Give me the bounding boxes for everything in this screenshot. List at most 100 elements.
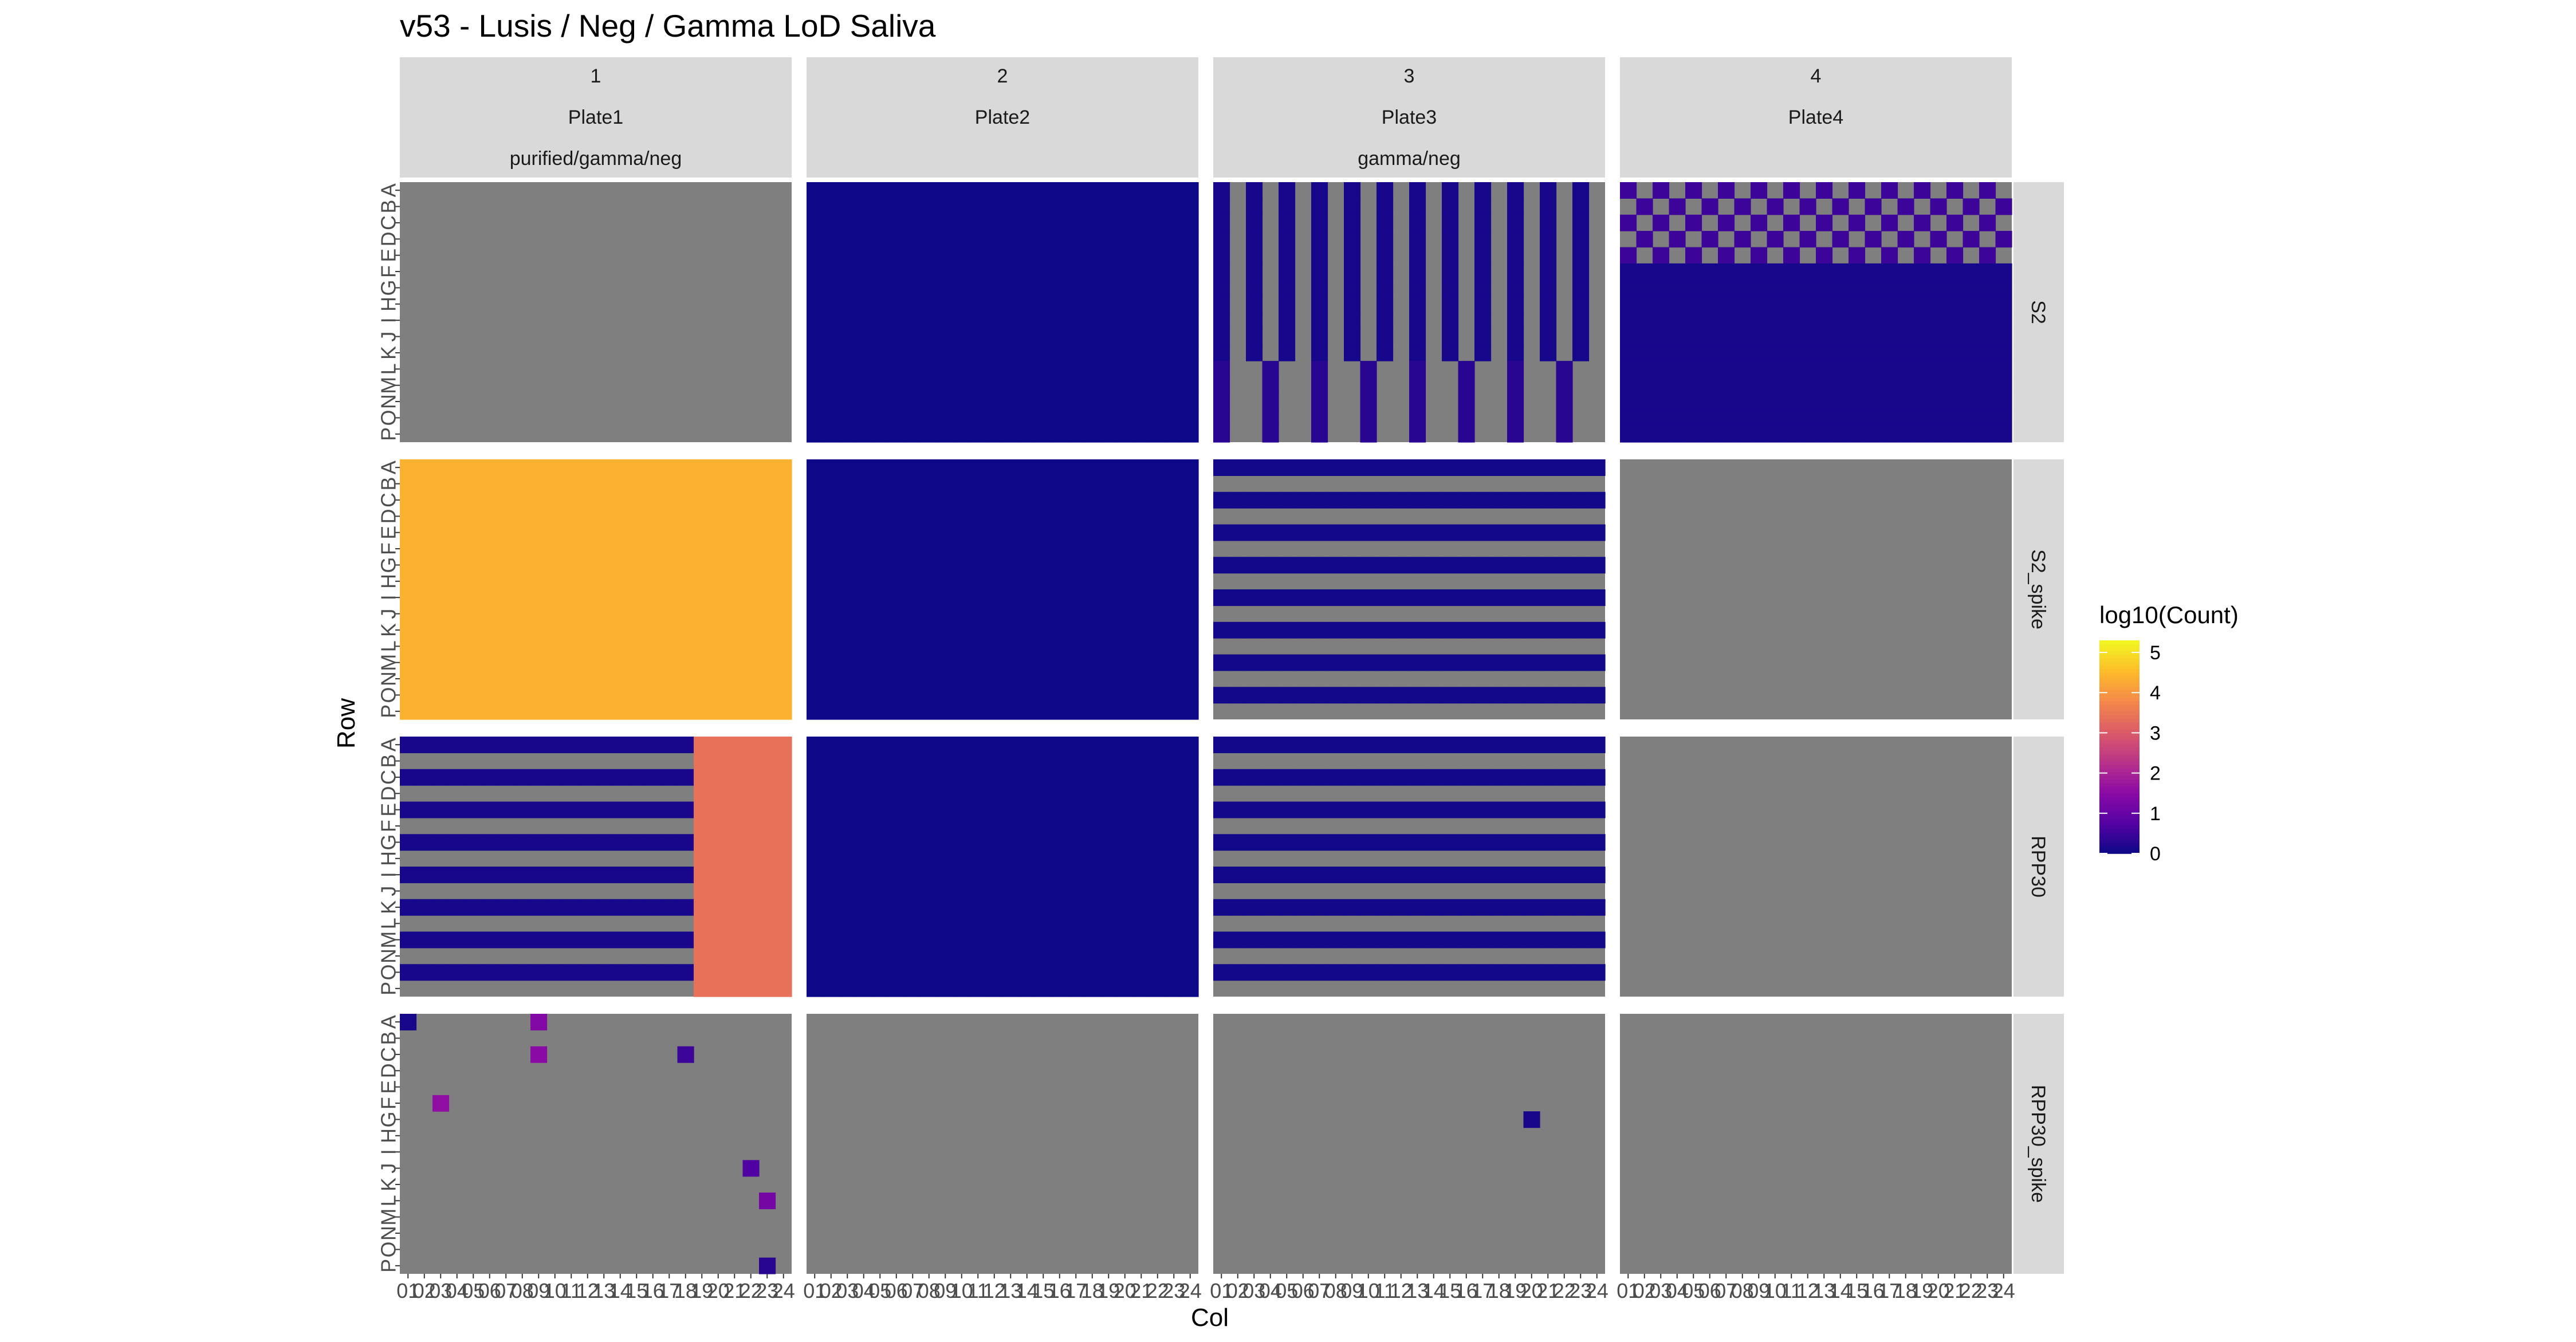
heatmap-cell xyxy=(855,980,872,997)
heatmap-cell xyxy=(1051,687,1068,704)
heatmap-cell xyxy=(986,410,1003,427)
heatmap-cell xyxy=(1213,296,1230,313)
heatmap-cell xyxy=(432,670,450,687)
heatmap-cell xyxy=(1588,964,1606,981)
heatmap-cell xyxy=(530,899,548,916)
x-tick-label: 03 xyxy=(429,1279,452,1302)
legend-colorbar-segment xyxy=(2099,733,2140,737)
heatmap-cell xyxy=(1051,834,1068,851)
heatmap-cell xyxy=(1377,214,1394,231)
heatmap-cell xyxy=(888,263,905,280)
heatmap-cell xyxy=(986,899,1003,916)
heatmap-cell xyxy=(1149,491,1166,509)
heatmap-cell xyxy=(1393,801,1410,818)
heatmap-cell xyxy=(546,670,564,687)
x-tick-label: 11 xyxy=(968,1279,989,1302)
heatmap-cell xyxy=(1133,361,1150,378)
heatmap-cell xyxy=(661,654,678,671)
heatmap-cell xyxy=(432,589,450,606)
heatmap-cell xyxy=(970,573,987,590)
heatmap-cell xyxy=(1100,410,1118,427)
heatmap-cell xyxy=(921,947,938,965)
heatmap-cell xyxy=(498,703,515,720)
heatmap-cell xyxy=(1946,312,1964,329)
heatmap-cell xyxy=(1018,263,1036,280)
heatmap-cell xyxy=(1100,231,1118,248)
heatmap-cell xyxy=(759,573,776,590)
heatmap-cell xyxy=(596,475,613,493)
legend-colorbar-segment xyxy=(2099,828,2140,833)
heatmap-cell xyxy=(742,605,760,623)
heatmap-cell xyxy=(1279,769,1296,786)
heatmap-cell xyxy=(855,769,872,786)
heatmap-cell xyxy=(449,573,466,590)
legend-colorbar-segment xyxy=(2099,778,2140,783)
heatmap-cell xyxy=(1018,947,1036,965)
heatmap-cell xyxy=(432,508,450,525)
heatmap-cell xyxy=(1133,475,1150,493)
facet-strip-label: S2_spike xyxy=(2027,549,2049,629)
heatmap-cell xyxy=(1946,247,1964,264)
heatmap-cell xyxy=(465,573,482,590)
heatmap-cell xyxy=(1572,312,1590,329)
heatmap-cell xyxy=(1572,328,1590,345)
heatmap-cell xyxy=(1133,198,1150,215)
heatmap-cell xyxy=(710,883,727,900)
heatmap-cell xyxy=(1360,654,1377,671)
heatmap-cell xyxy=(1490,687,1508,704)
heatmap-cell xyxy=(1377,801,1394,818)
heatmap-cell xyxy=(1344,231,1361,248)
heatmap-cell xyxy=(1166,753,1183,770)
heatmap-cell xyxy=(1229,524,1246,541)
heatmap-cell xyxy=(1588,491,1606,509)
legend-colorbar-segment xyxy=(2099,715,2140,719)
heatmap-cell xyxy=(1018,621,1036,639)
heatmap-cell xyxy=(904,753,922,770)
heatmap-cell xyxy=(839,426,856,443)
heatmap-cell xyxy=(1685,280,1702,297)
heatmap-cell xyxy=(1002,263,1020,280)
heatmap-cell xyxy=(823,687,840,704)
heatmap-cell xyxy=(742,769,760,786)
heatmap-cell xyxy=(1636,280,1653,297)
legend-colorbar-segment xyxy=(2099,849,2140,854)
heatmap-cell xyxy=(628,557,646,574)
facet-strip-right xyxy=(2013,182,2064,442)
heatmap-cell xyxy=(416,964,433,981)
heatmap-cell xyxy=(1311,426,1328,443)
heatmap-cell xyxy=(937,817,954,835)
heatmap-cell xyxy=(1507,867,1524,883)
heatmap-cell xyxy=(970,980,987,997)
legend-colorbar-segment xyxy=(2099,644,2140,648)
heatmap-cell xyxy=(1344,931,1361,949)
heatmap-cell xyxy=(1100,737,1118,753)
heatmap-cell xyxy=(937,980,954,997)
heatmap-cell xyxy=(644,621,662,639)
heatmap-cell xyxy=(694,540,711,557)
heatmap-cell xyxy=(1213,377,1230,394)
heatmap-cell xyxy=(1799,198,1816,215)
heatmap-cell xyxy=(1002,589,1020,606)
legend-colorbar-segment xyxy=(2099,821,2140,826)
heatmap-cell xyxy=(1783,263,1800,280)
heatmap-cell xyxy=(1963,312,1980,329)
heatmap-cell xyxy=(1914,214,1931,231)
heatmap-cell xyxy=(904,964,922,981)
heatmap-cell xyxy=(1311,280,1328,297)
heatmap-cell xyxy=(970,753,987,770)
heatmap-cell xyxy=(1018,393,1036,410)
heatmap-cell xyxy=(1507,296,1524,313)
heatmap-cell xyxy=(449,605,466,623)
heatmap-cell xyxy=(839,296,856,313)
heatmap-cell xyxy=(449,654,466,671)
heatmap-cell xyxy=(1751,328,1768,345)
heatmap-cell xyxy=(514,964,531,981)
panel-background xyxy=(807,1014,1198,1274)
y-tick-label: A xyxy=(377,461,400,474)
heatmap-cell xyxy=(986,931,1003,949)
heatmap-cell xyxy=(1849,328,1866,345)
panel-background xyxy=(1620,459,2012,719)
heatmap-cell xyxy=(726,834,744,851)
heatmap-cell xyxy=(970,670,987,687)
heatmap-cell xyxy=(1409,328,1426,345)
